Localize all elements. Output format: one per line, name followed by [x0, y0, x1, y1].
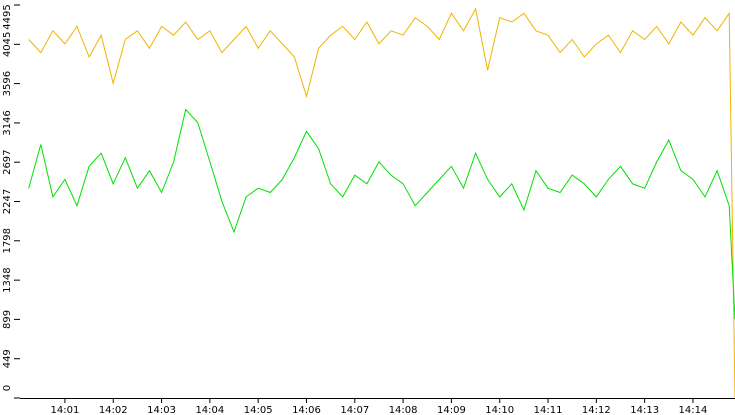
x-tick-label: 14:09 — [437, 405, 466, 415]
x-tick-label: 14:03 — [147, 405, 176, 415]
x-tick-label: 14:14 — [679, 405, 708, 415]
x-tick-label: 14:05 — [244, 405, 273, 415]
x-tick-label: 14:12 — [582, 405, 611, 415]
x-tick-label: 14:01 — [51, 405, 80, 415]
y-tick-label: 2697 — [2, 149, 13, 174]
y-tick-label: 2247 — [2, 189, 13, 214]
x-tick-label: 14:07 — [340, 405, 369, 415]
x-tick-label: 14:08 — [389, 405, 418, 415]
x-tick-label: 14:04 — [195, 405, 224, 415]
series-line — [28, 7, 735, 398]
x-tick-label: 14:10 — [485, 405, 514, 415]
y-tick-label: 3146 — [2, 110, 13, 135]
series-line — [28, 108, 735, 320]
y-tick-label: 0 — [2, 385, 13, 391]
y-tick-label: 1798 — [2, 228, 13, 253]
y-tick-label: 1348 — [2, 267, 13, 292]
x-tick-label: 14:06 — [292, 405, 321, 415]
y-tick-label: 4045 — [2, 32, 13, 57]
y-tick-label: 3596 — [2, 71, 13, 96]
y-tick-label: 4495 — [2, 4, 13, 29]
y-tick-label: 449 — [2, 349, 13, 368]
plot-area: 0 449 899 1348 1798 2247 2697 3146 3596 4045 4495 1… — [2, 4, 735, 415]
x-tick-label: 14:02 — [99, 405, 128, 415]
y-tick-label: 899 — [2, 310, 13, 329]
x-tick-label: 14:11 — [534, 405, 563, 415]
x-tick-label: 14:13 — [630, 405, 659, 415]
